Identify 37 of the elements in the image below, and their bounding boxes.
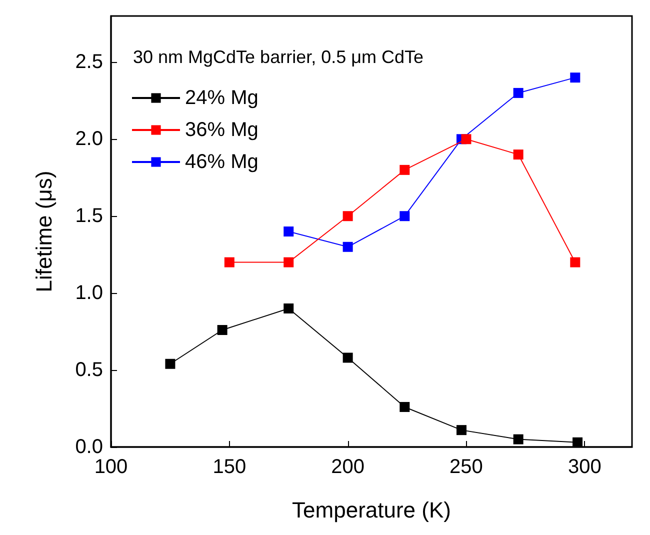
x-tick-label: 150 (212, 456, 246, 478)
point (342, 352, 353, 363)
legend-label: 24% Mg (185, 87, 258, 109)
point (342, 242, 353, 252)
point (400, 211, 410, 222)
x-axis-title: Temperature (K) (292, 498, 451, 522)
legend-title: 30 nm MgCdTe barrier, 0.5 μm CdTe (133, 47, 424, 67)
y-tick-label: 1.5 (75, 205, 103, 228)
point (570, 72, 580, 83)
text: 2.0 (75, 128, 103, 150)
y-tick-label: 2.5 (75, 51, 103, 74)
point (165, 358, 176, 369)
point (513, 150, 524, 160)
point (570, 257, 580, 268)
point (284, 257, 294, 268)
point (456, 425, 466, 436)
x-tick-label: 300 (568, 456, 602, 478)
point (572, 437, 583, 448)
point (217, 325, 228, 336)
point (513, 434, 524, 444)
x-tick-label: 100 (94, 456, 128, 478)
point (461, 134, 472, 144)
point (284, 303, 294, 314)
y-tick-label: 0.5 (75, 359, 103, 382)
point (284, 226, 294, 236)
point (400, 402, 410, 412)
legend-label: 46% Mg (185, 151, 258, 173)
point (513, 88, 524, 98)
point (224, 257, 234, 268)
legend-label: 36% Mg (185, 119, 258, 141)
point (400, 164, 410, 175)
text: 1.0 (75, 282, 103, 304)
text: 0.0 (75, 436, 103, 458)
y-axis-title: Lifetime (μs) (32, 170, 56, 292)
point (342, 211, 353, 222)
x-tick-label: 200 (331, 456, 365, 478)
x-tick-label: 250 (450, 456, 483, 478)
